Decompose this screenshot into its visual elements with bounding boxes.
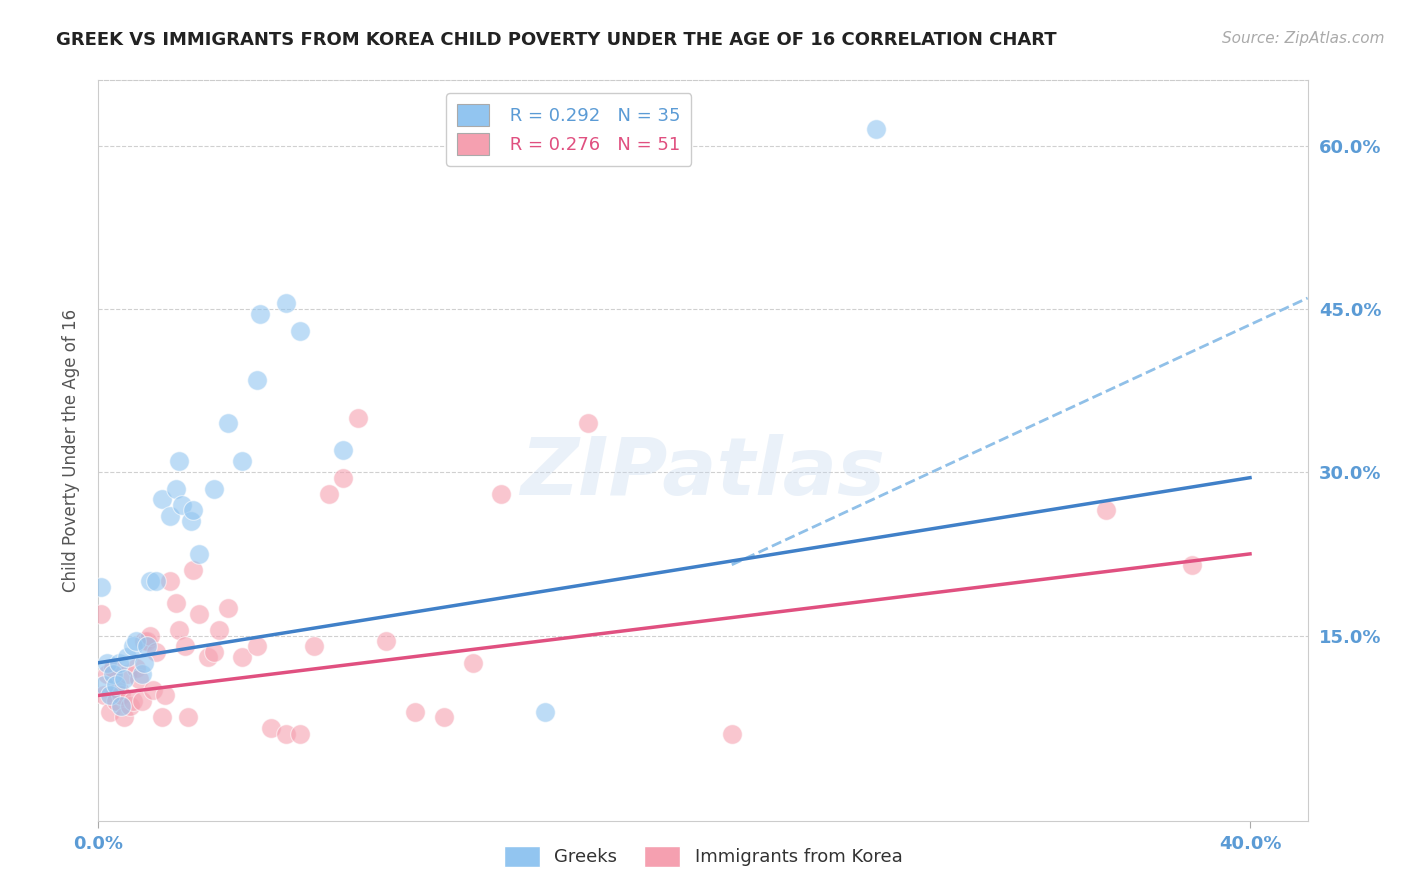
Point	[165, 482, 187, 496]
Point	[318, 487, 340, 501]
Point	[1181, 558, 1204, 572]
Text: ZIPatlas: ZIPatlas	[520, 434, 886, 512]
Point	[288, 324, 311, 338]
Point	[134, 634, 156, 648]
Point	[98, 705, 121, 719]
Point	[332, 471, 354, 485]
Point	[173, 640, 195, 654]
Point	[720, 726, 742, 740]
Point	[96, 656, 118, 670]
Point	[139, 574, 162, 588]
Point	[167, 623, 190, 637]
Point	[288, 726, 311, 740]
Point	[110, 689, 132, 703]
Point	[176, 710, 198, 724]
Point	[246, 640, 269, 654]
Point	[231, 650, 253, 665]
Point	[153, 689, 176, 703]
Y-axis label: Child Poverty Under the Age of 16: Child Poverty Under the Age of 16	[62, 309, 80, 592]
Point	[101, 666, 124, 681]
Point	[188, 607, 211, 621]
Point	[122, 640, 145, 654]
Point	[131, 666, 153, 681]
Point	[304, 640, 326, 654]
Point	[107, 683, 129, 698]
Point	[96, 666, 118, 681]
Point	[93, 689, 115, 703]
Legend:  R = 0.292   N = 35,  R = 0.276   N = 51: R = 0.292 N = 35, R = 0.276 N = 51	[446, 93, 692, 166]
Point	[150, 710, 173, 724]
Point	[98, 689, 121, 703]
Point	[136, 634, 159, 648]
Point	[115, 666, 138, 681]
Point	[142, 683, 165, 698]
Point	[231, 454, 253, 468]
Point	[197, 650, 219, 665]
Point	[533, 705, 555, 719]
Point	[375, 634, 398, 648]
Point	[491, 487, 513, 501]
Point	[122, 694, 145, 708]
Point	[332, 443, 354, 458]
Point	[125, 634, 148, 648]
Point	[104, 694, 127, 708]
Point	[249, 307, 271, 321]
Point	[274, 296, 297, 310]
Point	[134, 656, 156, 670]
Point	[217, 416, 239, 430]
Point	[433, 710, 456, 724]
Point	[217, 601, 239, 615]
Point	[112, 672, 135, 686]
Point	[170, 498, 193, 512]
Point	[404, 705, 426, 719]
Point	[208, 623, 231, 637]
Text: Source: ZipAtlas.com: Source: ZipAtlas.com	[1222, 31, 1385, 46]
Point	[136, 640, 159, 654]
Point	[346, 410, 368, 425]
Point	[145, 645, 167, 659]
Point	[115, 650, 138, 665]
Point	[150, 492, 173, 507]
Point	[183, 563, 205, 577]
Point	[101, 661, 124, 675]
Point	[576, 416, 599, 430]
Point	[90, 580, 112, 594]
Point	[90, 607, 112, 621]
Point	[159, 508, 181, 523]
Point	[1095, 503, 1118, 517]
Point	[125, 661, 148, 675]
Point	[159, 574, 181, 588]
Point	[131, 694, 153, 708]
Point	[274, 726, 297, 740]
Point	[112, 710, 135, 724]
Point	[110, 699, 132, 714]
Point	[93, 677, 115, 691]
Point	[104, 677, 127, 691]
Point	[183, 503, 205, 517]
Point	[180, 514, 202, 528]
Point	[461, 656, 484, 670]
Point	[188, 547, 211, 561]
Point	[145, 574, 167, 588]
Point	[260, 721, 283, 735]
Point	[165, 596, 187, 610]
Point	[128, 672, 150, 686]
Text: GREEK VS IMMIGRANTS FROM KOREA CHILD POVERTY UNDER THE AGE OF 16 CORRELATION CHA: GREEK VS IMMIGRANTS FROM KOREA CHILD POV…	[56, 31, 1057, 49]
Legend: Greeks, Immigrants from Korea: Greeks, Immigrants from Korea	[496, 838, 910, 874]
Point	[139, 628, 162, 642]
Point	[107, 656, 129, 670]
Point	[167, 454, 190, 468]
Point	[246, 373, 269, 387]
Point	[202, 482, 225, 496]
Point	[120, 699, 142, 714]
Point	[865, 122, 887, 136]
Point	[202, 645, 225, 659]
